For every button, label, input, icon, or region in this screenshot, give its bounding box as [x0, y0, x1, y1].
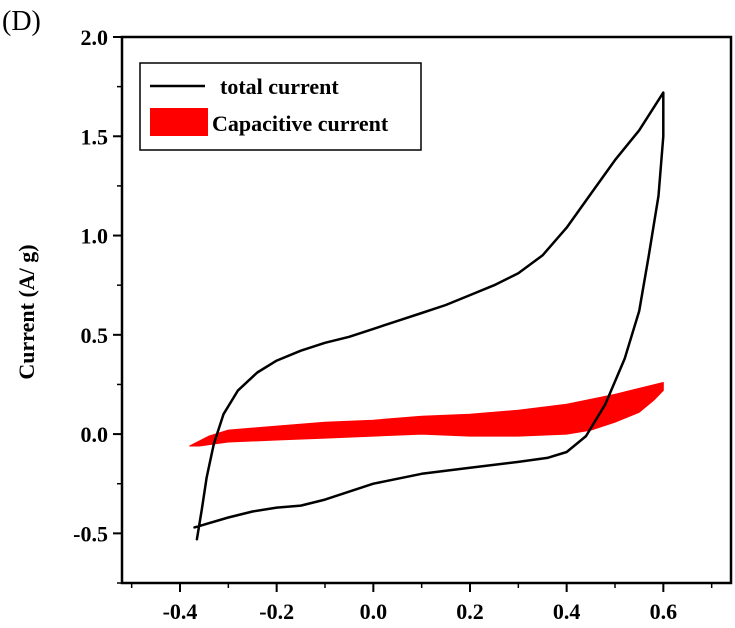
x-tick-label: -0.2: [259, 599, 294, 624]
y-tick-label: 1.0: [81, 224, 109, 249]
x-tick-label: 0.2: [456, 599, 484, 624]
legend: total current Capacitive current: [140, 63, 421, 150]
y-axis-title: Current (A/ g): [14, 244, 39, 379]
capacitive-current-band: [190, 383, 664, 447]
legend-capacitive-current-label: Capacitive current: [212, 111, 389, 136]
y-tick-label: 2.0: [81, 25, 109, 50]
series-layer: [190, 93, 664, 540]
x-tick-label: 0.4: [553, 599, 581, 624]
legend-total-current-label: total current: [220, 74, 339, 99]
x-tick-label: -0.4: [163, 599, 198, 624]
x-tick-label: 0.0: [360, 599, 388, 624]
y-tick-label: -0.5: [73, 521, 108, 546]
legend-capacitive-current-swatch: [150, 108, 208, 136]
y-tick-label: 1.5: [81, 124, 109, 149]
y-tick-label: 0.5: [81, 323, 109, 348]
x-tick-label: 0.6: [650, 599, 678, 624]
total-current-line: [195, 93, 664, 540]
y-tick-label: 0.0: [81, 422, 109, 447]
panel-label: (D): [2, 6, 41, 37]
